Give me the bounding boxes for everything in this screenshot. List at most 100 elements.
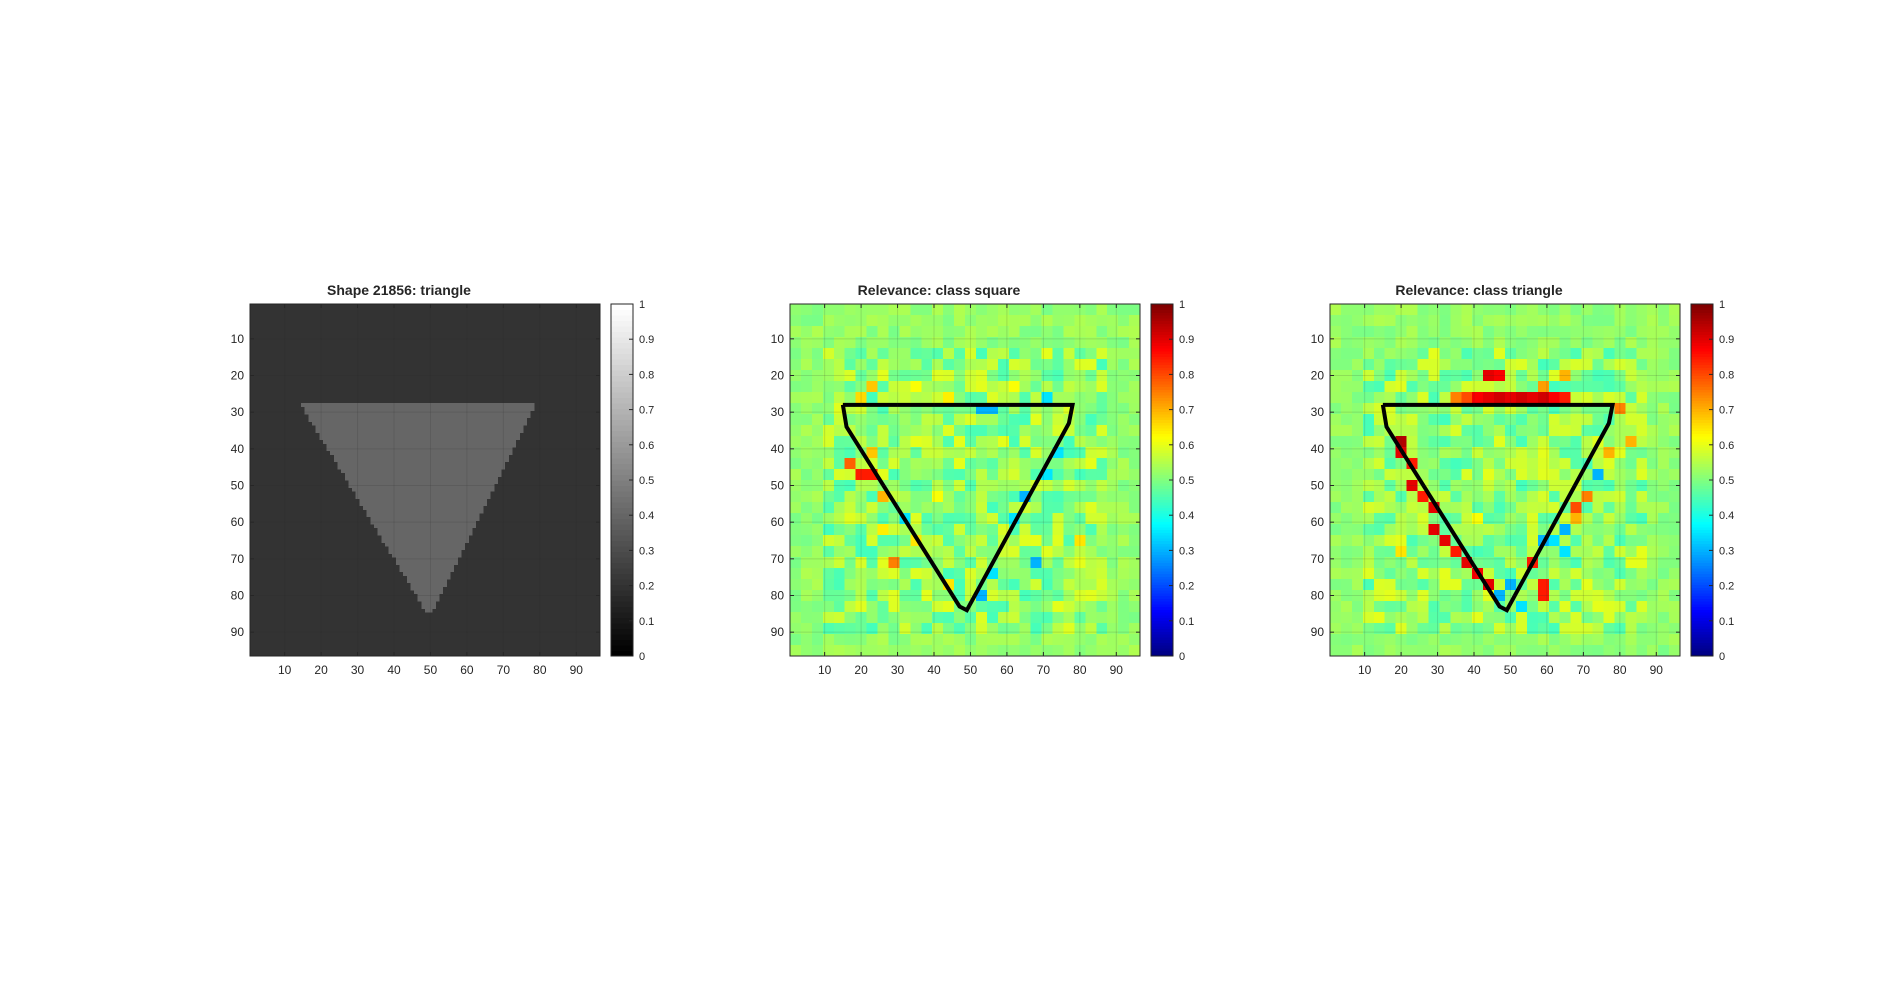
shape-row	[344, 472, 502, 477]
colorbar-tick-label: 0.8	[1179, 369, 1194, 381]
y-tick-label: 60	[771, 515, 785, 529]
y-tick-label: 90	[771, 625, 785, 639]
x-tick-label: 60	[1000, 663, 1014, 677]
shape-row	[301, 403, 535, 408]
colorbar-tick-label: 0.4	[1719, 510, 1734, 522]
y-tick-label: 20	[771, 369, 785, 383]
colorbar-tick-label: 0	[639, 651, 645, 663]
x-tick-label: 10	[818, 663, 832, 677]
x-tick-label: 20	[314, 663, 328, 677]
y-tick-label: 20	[231, 369, 245, 383]
shape-row	[355, 494, 491, 499]
y-tick-label: 50	[1311, 479, 1325, 493]
shape-row	[337, 461, 506, 466]
y-tick-label: 40	[1311, 442, 1325, 456]
shape-row	[388, 549, 462, 554]
grid	[250, 304, 600, 656]
shape-row	[406, 579, 447, 584]
shape-row	[319, 432, 520, 437]
shape-row	[395, 560, 458, 565]
shape-row	[308, 417, 528, 422]
y-tick-label: 50	[771, 479, 785, 493]
x-tick-label: 10	[278, 663, 292, 677]
colorbar-tick-label: 0.2	[1179, 581, 1194, 593]
shape-row	[392, 553, 462, 558]
x-tick-label: 80	[533, 663, 547, 677]
colorbar-tick-label: 0.3	[639, 545, 654, 557]
shape-outline	[840, 402, 1075, 613]
chart-title: Relevance: class triangle	[1395, 282, 1563, 298]
y-tick-label: 20	[1311, 369, 1325, 383]
colorbar-tick-label: 0.4	[639, 510, 654, 522]
shape-outline	[1380, 402, 1615, 613]
colorbar-tick-label: 0.9	[1179, 334, 1194, 346]
shape-row	[370, 516, 480, 521]
colorbar-tick-label: 0.1	[639, 616, 654, 628]
shape-row	[363, 505, 484, 510]
y-tick-label: 90	[1311, 625, 1325, 639]
y-tick-label: 30	[1311, 405, 1325, 419]
shape-row	[308, 414, 531, 419]
x-tick-label: 30	[1431, 663, 1445, 677]
shape-row	[337, 465, 506, 470]
y-tick-label: 60	[231, 515, 245, 529]
shape-row	[344, 476, 498, 481]
x-tick-label: 30	[351, 663, 365, 677]
x-tick-label: 80	[1613, 663, 1627, 677]
shape-row	[381, 538, 469, 543]
x-tick-label: 90	[570, 663, 584, 677]
shape-row	[330, 450, 513, 455]
colorbar-tick-label: 0.1	[1719, 616, 1734, 628]
x-tick-label: 40	[927, 663, 941, 677]
shape-row	[366, 513, 480, 518]
shape-row	[359, 502, 487, 507]
heatmap-image	[250, 304, 600, 656]
shape-row	[421, 604, 436, 609]
shape-row	[319, 436, 520, 441]
y-tick-label: 70	[1311, 552, 1325, 566]
axes-box	[1329, 303, 1681, 657]
colorbar-tick-label: 0.4	[1179, 510, 1194, 522]
heatmap-image	[1330, 304, 1681, 657]
colorbar-tick-label: 0.9	[639, 334, 654, 346]
colorbar-tick-label: 0.3	[1179, 545, 1194, 557]
y-tick-label: 40	[771, 442, 785, 456]
colorbar-tick-label: 0.7	[639, 405, 654, 417]
y-tick-label: 50	[231, 479, 245, 493]
grid	[790, 304, 1140, 656]
x-tick-label: 50	[964, 663, 978, 677]
shape-row	[399, 564, 455, 569]
colorbar-tick-label: 0.7	[1179, 405, 1194, 417]
colorbar-tick-label: 0.1	[1179, 616, 1194, 628]
shape-row	[417, 593, 440, 598]
shape-row	[315, 425, 524, 430]
colorbar-tick-label: 0.5	[1179, 475, 1194, 487]
colorbar-tick-label: 0.5	[639, 475, 654, 487]
y-tick-label: 10	[771, 332, 785, 346]
colorbar-tick-label: 0.8	[639, 369, 654, 381]
axes-box	[249, 303, 601, 657]
grid	[1330, 304, 1680, 656]
shape-row	[348, 483, 495, 488]
y-tick-label: 80	[771, 589, 785, 603]
shape-row	[304, 406, 535, 411]
shape-row	[414, 590, 444, 595]
colorbar-tick-label: 0.8	[1719, 369, 1734, 381]
y-tick-label: 60	[1311, 515, 1325, 529]
x-tick-label: 40	[1467, 663, 1481, 677]
colorbar-tick-label: 0.6	[639, 440, 654, 452]
shape-row	[373, 524, 477, 529]
x-tick-label: 30	[891, 663, 905, 677]
shape-row	[366, 509, 484, 514]
shape-row	[410, 586, 444, 591]
chart-title: Shape 21856: triangle	[327, 282, 471, 298]
shape-row	[399, 568, 455, 573]
shape-row	[352, 487, 495, 492]
shape-row	[377, 531, 473, 536]
shape-row	[333, 458, 509, 463]
shape-row	[333, 454, 509, 459]
colorbar-tick-label: 0.7	[1719, 405, 1734, 417]
x-tick-label: 60	[460, 663, 474, 677]
